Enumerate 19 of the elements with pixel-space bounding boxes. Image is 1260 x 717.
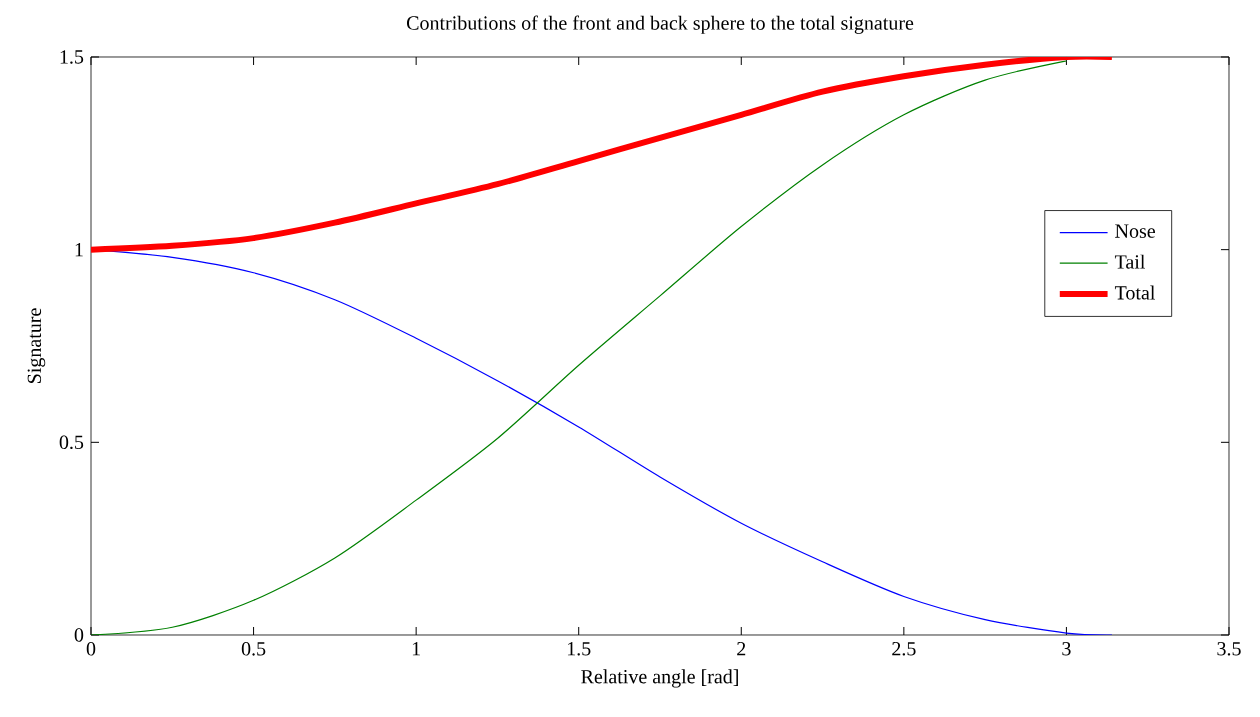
x-tick-label: 0: [86, 642, 96, 656]
x-axis-title: Relative angle [rad]: [581, 669, 738, 688]
x-tick-label: 1: [412, 642, 420, 656]
legend-label: Nose: [1115, 224, 1155, 238]
x-tick-label: 1.5: [567, 642, 591, 656]
chart-title: Contributions of the front and back sphere to the total signature: [406, 15, 914, 34]
y-tick-label: 0: [74, 628, 84, 642]
line-series: [91, 60, 1068, 635]
x-tick-label: 2: [737, 642, 746, 656]
x-tick-label: 3: [1062, 642, 1071, 656]
legend-label: Total: [1114, 285, 1156, 300]
y-tick-label: 1.5: [60, 50, 84, 64]
x-tick-label: 0.5: [241, 642, 266, 656]
y-axis-title: Signature: [27, 308, 46, 383]
x-tick-label: 2.5: [892, 642, 916, 656]
y-tick-label: 1: [75, 243, 83, 257]
x-tick-label: 3.5: [1217, 642, 1241, 656]
legend-label: Tail: [1114, 254, 1146, 269]
y-tick-label: 0.5: [59, 435, 84, 450]
